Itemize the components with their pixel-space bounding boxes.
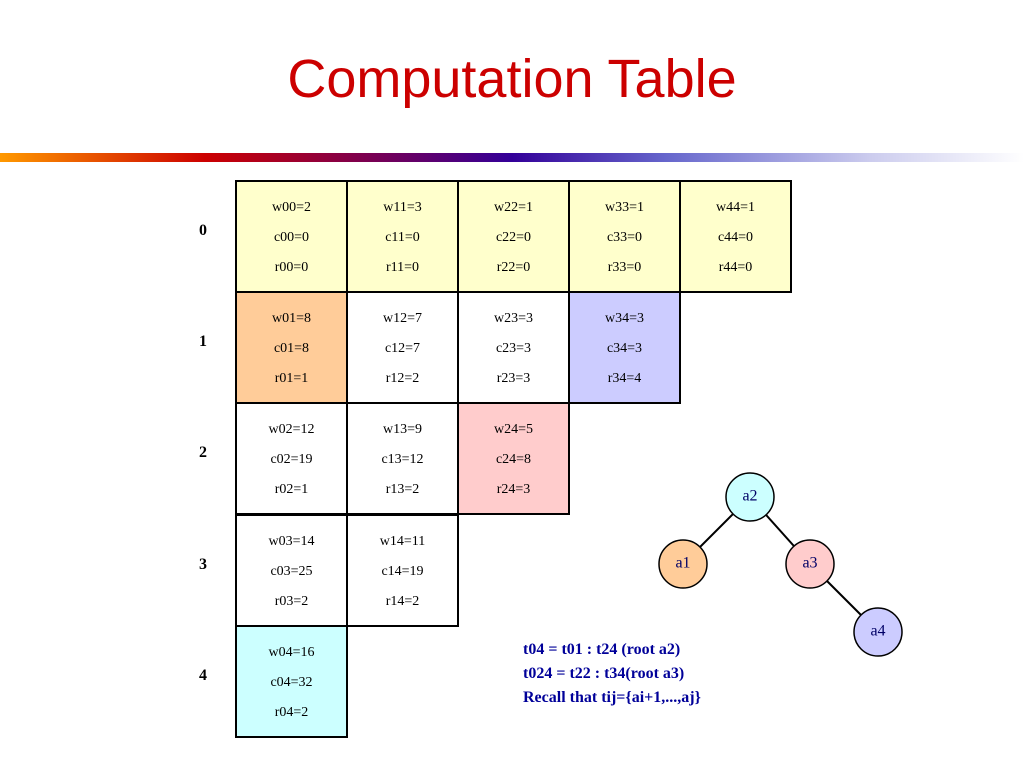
row-label: 3 [199, 555, 207, 573]
cell-line: w03=14 [268, 533, 315, 549]
cell-line: r01=1 [274, 371, 309, 387]
cell-line: w12=7 [382, 311, 422, 327]
table-cell: w14=11 c14=19 r14=2 [346, 513, 459, 627]
cell-line: c23=3 [495, 341, 532, 357]
table-cell: w33=1 c33=0 r33=0 [568, 180, 681, 293]
cell-line: w00=2 [271, 200, 311, 215]
cell-line: c13=12 [381, 452, 424, 468]
table-cell: w13=9 c13=12 r13=2 [346, 402, 459, 516]
cell-line: w11=3 [383, 200, 422, 215]
node-label: a2 [742, 488, 757, 505]
cell-line: r33=0 [607, 260, 642, 275]
cell-line: c03=25 [270, 563, 313, 579]
table-cell: w00=2 c00=0 r00=0 [235, 180, 348, 293]
row-label: 0 [199, 222, 207, 239]
cell-line: r44=0 [718, 260, 753, 275]
cell-line: c04=32 [270, 674, 313, 690]
node [785, 539, 835, 589]
table-cell: w03=14 c03=25 r03=2 [235, 513, 348, 627]
node [725, 472, 775, 522]
row-label: 4 [199, 666, 207, 684]
table-cell: w44=1 c44=0 r44=0 [679, 180, 792, 293]
row-label: 2 [199, 444, 207, 462]
node [658, 539, 708, 589]
table-cell: w24=5 c24=8 r24=3 [457, 402, 570, 516]
cell-line: w23=3 [493, 311, 533, 327]
notes: t04 = t01 : t24 (root a2) t024 = t22 : t… [523, 638, 701, 710]
node-label: a1 [675, 555, 690, 572]
cell-line: c34=3 [606, 341, 643, 357]
note: Recall that tij={ai+1,...,aj} [523, 689, 701, 706]
cell-line: c22=0 [495, 230, 532, 245]
cell-line: r04=2 [274, 704, 309, 720]
node-label: a4 [870, 623, 885, 640]
cell-line: r13=2 [385, 482, 420, 498]
node-label: a3 [802, 555, 817, 572]
cell-line: w01=8 [271, 311, 311, 327]
cell-line: c12=7 [384, 341, 421, 357]
table-cell: w01=8 c01=8 r01=1 [235, 291, 348, 405]
cell-line: w34=3 [604, 311, 644, 327]
cell-line: c24=8 [495, 452, 532, 468]
gradient-bar [0, 153, 1024, 162]
cell-line: c00=0 [273, 230, 310, 245]
cell-line: w44=1 [715, 200, 755, 215]
note: t04 = t01 : t24 (root a2) [523, 641, 681, 658]
cell-line: r24=3 [496, 482, 531, 498]
note: t024 = t22 : t34(root a3) [523, 665, 685, 682]
cell-line: r14=2 [385, 593, 420, 609]
table-cell: w34=3 c34=3 r34=4 [568, 291, 681, 405]
cell-line: r11=0 [385, 260, 420, 275]
title: Computation Table [287, 49, 737, 109]
cell-line: r12=2 [385, 371, 420, 387]
table-cell: w12=7 c12=7 r12=2 [346, 291, 459, 405]
cell-line: r23=3 [496, 371, 531, 387]
cell-line: c14=19 [381, 563, 424, 579]
table-cell: w23=3 c23=3 r23=3 [457, 291, 570, 405]
cell-line: w13=9 [382, 422, 422, 438]
cell-line: r22=0 [496, 260, 531, 275]
node [853, 607, 903, 657]
cell-line: r00=0 [274, 260, 309, 275]
cell-line: w14=11 [379, 533, 426, 549]
cell-line: r34=4 [607, 371, 642, 387]
table-cell: w04=16 c04=32 r04=2 [235, 624, 348, 738]
cell-line: c44=0 [717, 230, 754, 245]
cell-line: c01=8 [273, 341, 310, 357]
cell-line: c02=19 [270, 452, 313, 468]
cell-line: r02=1 [274, 482, 309, 498]
cell-line: c11=0 [385, 230, 420, 245]
cell-line: r03=2 [274, 593, 309, 609]
cell-line: c33=0 [606, 230, 643, 245]
cell-line: w33=1 [604, 200, 644, 215]
cell-line: w24=5 [493, 422, 533, 438]
cell-line: w02=12 [268, 422, 315, 438]
tree-edges [682, 496, 879, 633]
cell-line: w04=16 [268, 644, 315, 660]
cell-line: w22=1 [493, 200, 533, 215]
row-label: 1 [199, 333, 207, 351]
